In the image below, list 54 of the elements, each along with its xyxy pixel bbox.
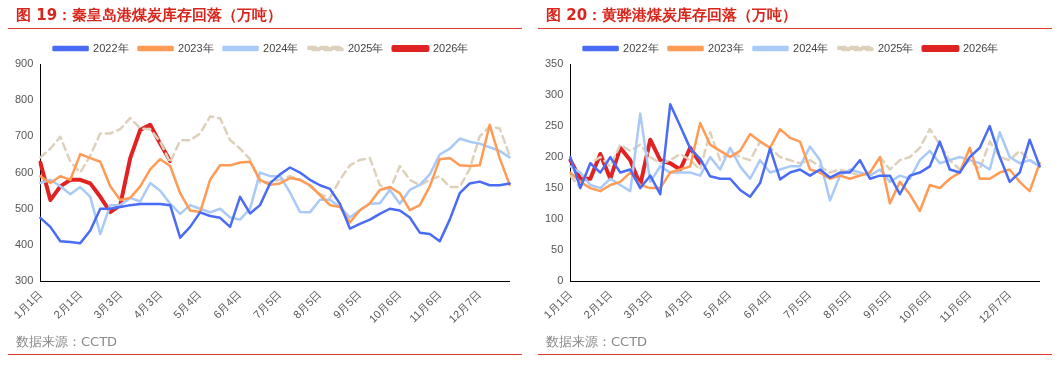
y-tick-label: 350	[544, 57, 564, 70]
legend-label: 2024年	[263, 41, 299, 54]
x-tick-label: 10月6日	[366, 287, 404, 325]
x-tick-label: 9月5日	[860, 287, 894, 321]
legend-label: 2024年	[793, 41, 829, 54]
x-tick-label: 8月5日	[290, 287, 324, 321]
y-tick-label: 500	[14, 201, 34, 214]
x-tick-label: 6月4日	[210, 287, 244, 321]
source-note: 数据来源：CCTD	[8, 329, 522, 355]
legend-label: 2023年	[708, 41, 744, 54]
x-tick-label: 7月5日	[250, 287, 284, 321]
y-tick-label: 0	[557, 274, 564, 287]
x-tick-label: 12月7日	[976, 287, 1014, 325]
x-tick-label: 9月5日	[330, 287, 364, 321]
legend-label: 2023年	[178, 41, 214, 54]
x-tick-label: 11月6日	[936, 287, 974, 325]
legend-label: 2026年	[962, 41, 999, 54]
x-tick-label: 7月5日	[780, 287, 814, 321]
x-tick-label: 4月3日	[131, 287, 164, 321]
y-tick-label: 250	[544, 119, 564, 132]
chart-title: 图 20：黄骅港煤炭库存回落（万吨）	[538, 0, 1052, 29]
y-tick-label: 50	[551, 243, 564, 256]
y-tick-label: 300	[544, 88, 564, 101]
x-tick-label: 3月3日	[91, 287, 124, 321]
x-tick-label: 1月1日	[11, 287, 44, 321]
legend-label: 2025年	[347, 41, 384, 54]
x-tick-label: 10月6日	[896, 287, 934, 325]
y-tick-label: 600	[14, 165, 34, 178]
x-tick-label: 8月5日	[820, 287, 854, 321]
y-tick-label: 200	[544, 150, 564, 163]
y-tick-label: 100	[544, 212, 564, 225]
legend-label: 2026年	[432, 41, 469, 54]
x-tick-label: 3月3日	[621, 287, 654, 321]
x-tick-label: 2月1日	[51, 287, 84, 321]
legend-label: 2025年	[877, 41, 914, 54]
legend-label: 2022年	[93, 41, 129, 54]
y-tick-label: 150	[544, 181, 564, 194]
x-tick-label: 5月4日	[700, 287, 734, 321]
x-tick-label: 5月4日	[170, 287, 204, 321]
chart-title: 图 19：秦皇岛港煤炭库存回落（万吨）	[8, 0, 522, 29]
x-tick-label: 11月6日	[406, 287, 444, 325]
y-tick-label: 800	[14, 93, 34, 106]
y-tick-label: 400	[14, 237, 34, 250]
y-tick-label: 300	[14, 274, 34, 287]
x-tick-label: 12月7日	[446, 287, 484, 325]
y-tick-label: 900	[14, 57, 34, 70]
x-tick-label: 1月1日	[541, 287, 574, 321]
source-note: 数据来源：CCTD	[538, 329, 1052, 355]
y-tick-label: 700	[14, 129, 34, 142]
x-tick-label: 2月1日	[581, 287, 614, 321]
line-series	[39, 115, 511, 200]
x-tick-label: 4月3日	[661, 287, 694, 321]
legend-label: 2022年	[623, 41, 659, 54]
x-tick-label: 6月4日	[740, 287, 774, 321]
